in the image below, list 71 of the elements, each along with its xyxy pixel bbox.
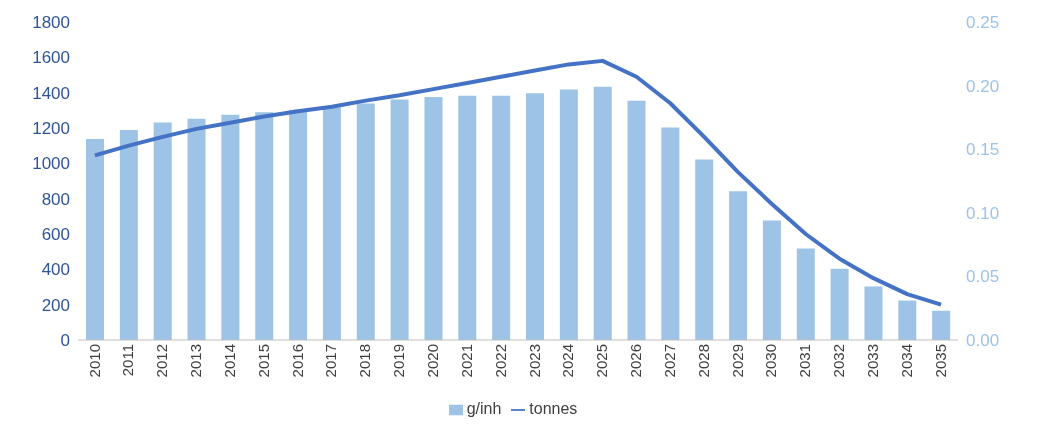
y2-tick-label: 0.15 <box>966 140 1000 160</box>
x-tick-label: 2025 <box>593 344 611 378</box>
x-tick-label: 2014 <box>220 344 238 378</box>
bar <box>830 268 849 340</box>
x-tick-label: 2021 <box>457 344 475 378</box>
bar <box>627 100 646 340</box>
x-tick-label: 2029 <box>728 344 746 378</box>
x-tick-label: 2035 <box>931 344 949 378</box>
bar <box>864 286 883 340</box>
y-tick-label: 1200 <box>32 119 70 139</box>
bar <box>559 89 578 340</box>
y-tick-label: 0 <box>60 331 70 351</box>
y2-tick-label: 0.00 <box>966 331 1000 351</box>
bar <box>458 95 477 340</box>
x-tick-label: 2028 <box>694 344 712 378</box>
x-tick-label: 2032 <box>830 344 848 378</box>
bar <box>187 118 206 340</box>
bar <box>492 95 511 340</box>
bar <box>153 122 172 340</box>
line-series <box>92 58 944 307</box>
y-tick-label: 1600 <box>32 48 70 68</box>
y-tick-label: 1000 <box>32 154 70 174</box>
bar <box>424 97 443 340</box>
x-tick-label: 2027 <box>660 344 678 378</box>
y-tick-label: 800 <box>41 189 70 209</box>
bar <box>796 248 815 340</box>
bar <box>322 107 341 340</box>
x-tick-label: 2011 <box>119 344 137 377</box>
y2-tick-label: 0.10 <box>966 203 1000 223</box>
bar <box>593 86 612 340</box>
y-tick-label: 1400 <box>32 83 70 103</box>
bar <box>119 130 138 340</box>
x-tick-label: 2034 <box>897 344 915 378</box>
y-tick-label: 1800 <box>32 13 70 33</box>
x-tick-label: 2033 <box>864 344 882 378</box>
y2-tick-label: 0.20 <box>966 76 1000 96</box>
legend-label: g/inh <box>466 400 502 417</box>
bar <box>762 220 781 340</box>
x-tick-label: 2024 <box>559 344 577 378</box>
bar <box>898 300 917 340</box>
x-tick-label: 2012 <box>153 344 171 378</box>
bar <box>86 139 104 340</box>
legend-label: tonnes <box>529 400 578 417</box>
bar <box>390 99 409 340</box>
bar <box>289 109 308 340</box>
x-tick-label: 2018 <box>356 344 374 378</box>
bar <box>255 112 274 340</box>
bar <box>356 103 375 340</box>
y2-tick-label: 0.05 <box>966 267 1000 287</box>
y-tick-label: 400 <box>41 260 70 280</box>
x-tick-label: 2019 <box>390 344 408 378</box>
x-tick-label: 2020 <box>424 344 442 378</box>
x-tick-label: 2010 <box>85 344 103 378</box>
x-tick-label: 2022 <box>491 344 509 378</box>
bar <box>661 127 680 340</box>
x-tick-label: 2013 <box>187 344 205 378</box>
bar <box>526 93 544 340</box>
y-tick-label: 200 <box>41 295 70 315</box>
y-tick-label: 600 <box>41 225 70 245</box>
x-tick-label: 2023 <box>525 344 543 378</box>
x-tick-label: 2030 <box>762 344 780 378</box>
bar <box>695 159 714 340</box>
x-tick-label: 2017 <box>322 344 340 378</box>
bar <box>221 114 240 340</box>
bar <box>932 310 951 340</box>
x-tick-label: 2026 <box>627 344 645 378</box>
x-tick-label: 2031 <box>796 344 814 378</box>
x-tick-label: 2016 <box>288 344 306 378</box>
y2-tick-label: 0.25 <box>966 13 1000 33</box>
x-tick-label: 2015 <box>254 344 272 378</box>
bar <box>729 191 748 340</box>
